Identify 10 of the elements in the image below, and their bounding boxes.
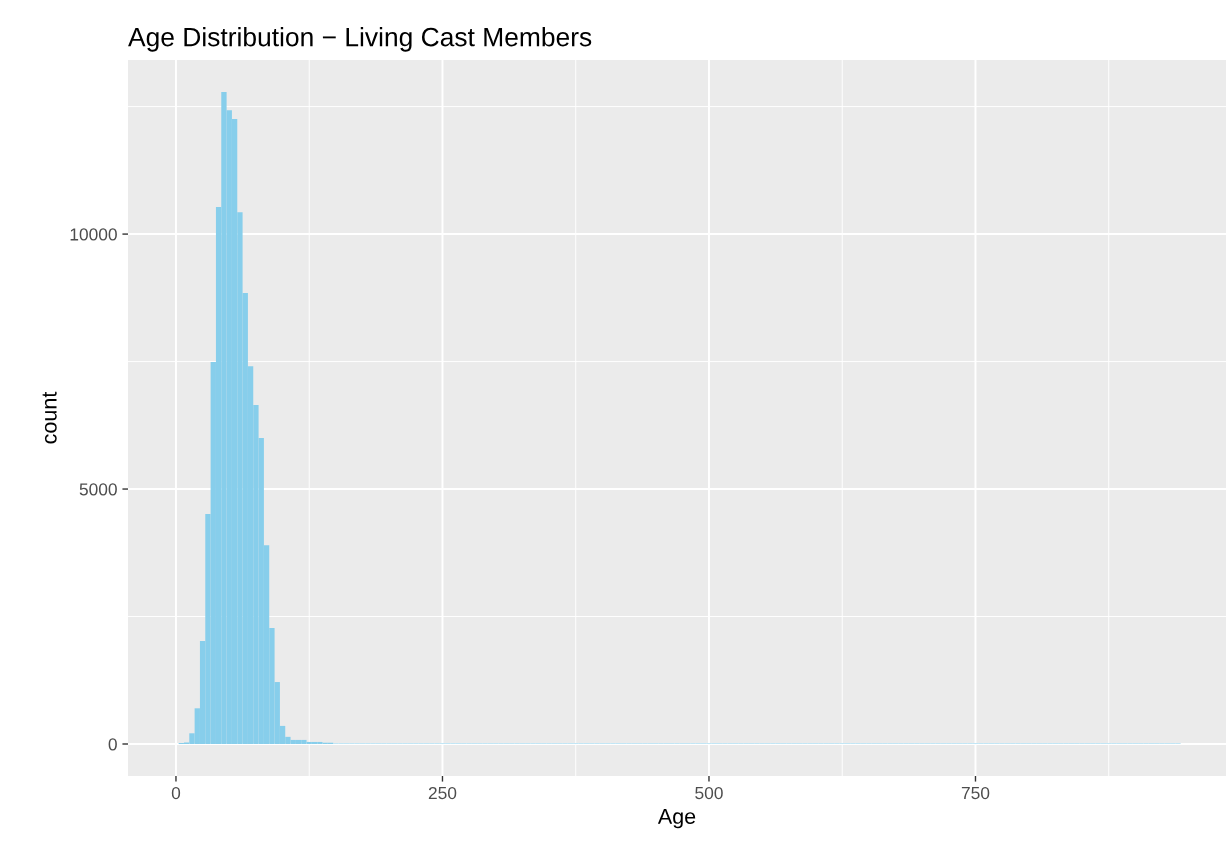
x-tick-label: 500 — [695, 786, 723, 800]
x-axis-title: Age — [657, 808, 696, 829]
chart-title: Age Distribution − Living Cast Members — [128, 27, 592, 52]
x-tick-label: 250 — [428, 786, 457, 800]
y-tick-label: 10000 — [70, 228, 117, 241]
y-tick-label: 5000 — [79, 483, 117, 496]
x-tick-label: 0 — [171, 786, 181, 800]
y-tick-label: 0 — [108, 738, 117, 751]
x-tick-label: 750 — [961, 786, 990, 800]
y-axis-title: count — [42, 391, 57, 444]
